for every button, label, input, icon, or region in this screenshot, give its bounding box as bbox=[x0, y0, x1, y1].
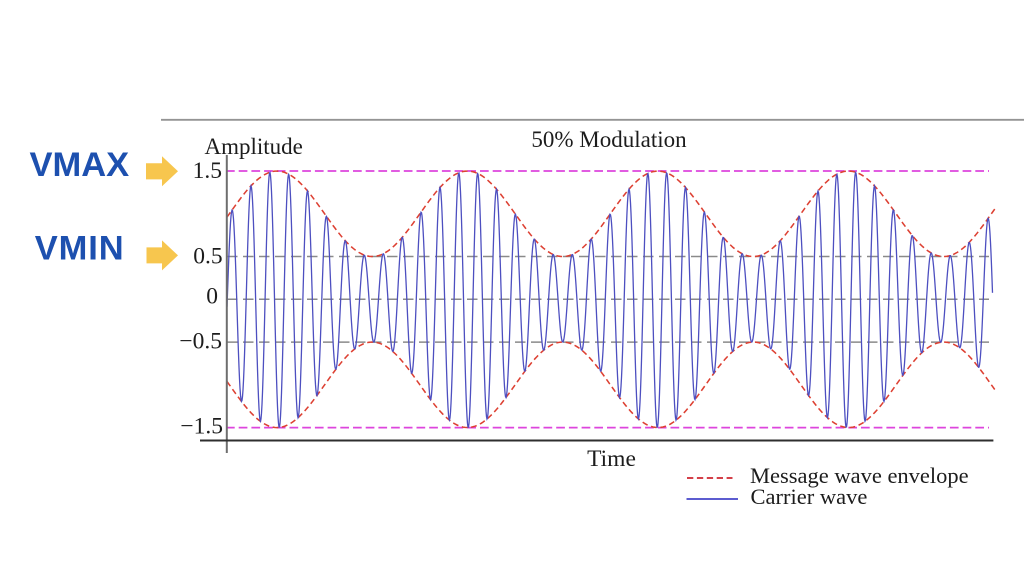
svg-text:1.5: 1.5 bbox=[193, 158, 222, 184]
svg-text:VMAX: VMAX bbox=[30, 146, 130, 184]
svg-text:Amplitude: Amplitude bbox=[205, 134, 303, 159]
svg-text:−0.5: −0.5 bbox=[179, 329, 222, 355]
svg-text:0: 0 bbox=[206, 284, 218, 310]
svg-text:VMIN: VMIN bbox=[35, 230, 125, 268]
svg-text:Message wave envelope: Message wave envelope bbox=[750, 463, 969, 488]
svg-text:−1.5: −1.5 bbox=[180, 414, 223, 440]
svg-text:Carrier wave: Carrier wave bbox=[751, 484, 868, 509]
svg-text:50% Modulation: 50% Modulation bbox=[531, 127, 687, 152]
svg-text:0.5: 0.5 bbox=[193, 244, 222, 270]
svg-text:Time: Time bbox=[587, 446, 636, 472]
